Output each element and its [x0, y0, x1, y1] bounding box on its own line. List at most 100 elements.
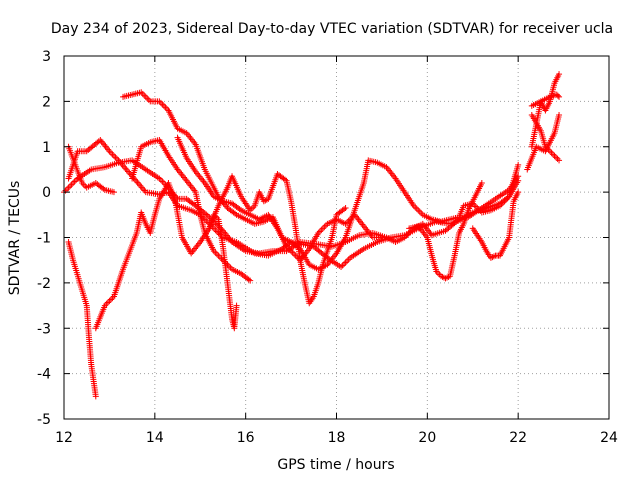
data-point [125, 168, 132, 175]
data-point [489, 254, 496, 261]
data-point [68, 181, 75, 188]
data-point [318, 226, 325, 233]
data-point [159, 101, 166, 108]
chart-title: Day 234 of 2023, Sidereal Day-to-day VTE… [51, 21, 613, 37]
data-point [65, 184, 72, 191]
data-point [160, 102, 167, 109]
y-tick-label: 3 [42, 49, 51, 65]
x-tick-label: 12 [55, 430, 73, 446]
series-track-9 [206, 170, 349, 307]
data-point [490, 253, 497, 260]
data-point [247, 277, 254, 284]
data-point [344, 257, 351, 264]
x-tick-labels: 12 14 16 18 20 22 24 [55, 430, 618, 446]
data-point [339, 262, 346, 269]
data-point [500, 199, 507, 206]
data-point [159, 178, 166, 185]
y-axis-label: SDTVAR / TECUs [7, 181, 23, 296]
data-point [82, 183, 89, 190]
series-track-14 [528, 111, 563, 164]
data-point [135, 181, 142, 188]
axis-ticks [63, 55, 610, 420]
data-point [342, 259, 349, 266]
y-tick-label: -5 [37, 412, 51, 428]
data-point [162, 104, 169, 111]
series-track-8 [174, 134, 385, 264]
x-tick-label: 20 [418, 430, 436, 446]
y-tick-label: -4 [37, 367, 51, 383]
data-point [73, 177, 80, 184]
y-tick-label: -1 [37, 231, 51, 247]
data-point [342, 205, 349, 212]
data-point [549, 151, 556, 158]
data-point [107, 149, 114, 156]
data-point [556, 157, 563, 164]
data-point [92, 393, 99, 400]
data-point [478, 180, 485, 187]
data-point [412, 204, 419, 211]
x-tick-label: 14 [146, 430, 164, 446]
data-point [110, 189, 117, 196]
data-point [157, 99, 164, 106]
data-point [319, 225, 326, 232]
data-point [515, 161, 522, 168]
data-point [138, 184, 145, 191]
data-point [109, 151, 116, 158]
series-track-12 [528, 71, 563, 150]
series-track-10 [406, 180, 485, 282]
data-point [444, 274, 451, 281]
data-point [140, 185, 147, 192]
y-tick-label: 0 [42, 185, 51, 201]
data-point [551, 152, 558, 159]
data-point [67, 183, 74, 190]
data-point [137, 182, 144, 189]
data-point [416, 208, 423, 215]
data-point [70, 180, 77, 187]
data-point [64, 186, 71, 193]
data-point [554, 155, 561, 162]
data-point [142, 93, 149, 100]
data-point [554, 92, 561, 99]
x-axis-label: GPS time / hours [277, 457, 394, 473]
y-tick-label: 2 [42, 94, 51, 110]
data-point [553, 154, 560, 161]
x-tick-label: 18 [328, 430, 346, 446]
x-tick-label: 16 [237, 430, 255, 446]
data-point [378, 234, 385, 241]
data-point [548, 149, 555, 156]
x-tick-label: 22 [509, 430, 527, 446]
series-track-15 [528, 91, 563, 109]
data-point [215, 252, 222, 259]
data-point [413, 205, 420, 212]
series-track-6 [129, 136, 254, 284]
data-point [62, 187, 69, 194]
data-point [110, 152, 117, 159]
data-point [157, 177, 164, 184]
y-tick-label: -3 [37, 321, 51, 337]
data-point [289, 249, 296, 256]
data-point [122, 165, 129, 172]
series-track-11 [469, 189, 522, 261]
data-point [139, 90, 146, 97]
data-point [556, 93, 563, 100]
data-point [345, 256, 352, 263]
data-point [213, 251, 220, 258]
data-point [556, 71, 563, 78]
data-point [123, 166, 130, 173]
data-point [415, 207, 422, 214]
y-tick-labels: -5 -4 -3 -2 -1 0 1 2 3 [37, 49, 51, 428]
data-point [556, 111, 563, 118]
data-point [106, 298, 113, 305]
y-tick-label: -2 [37, 276, 51, 292]
data-point [71, 178, 78, 185]
data-point [321, 223, 328, 230]
data-point [145, 96, 152, 103]
x-tick-label: 24 [600, 430, 618, 446]
data-point [107, 296, 114, 303]
data-marks [61, 71, 563, 400]
data-point [112, 154, 119, 161]
data-point [233, 302, 240, 309]
series-track-1 [65, 239, 99, 400]
data-point [144, 95, 151, 102]
